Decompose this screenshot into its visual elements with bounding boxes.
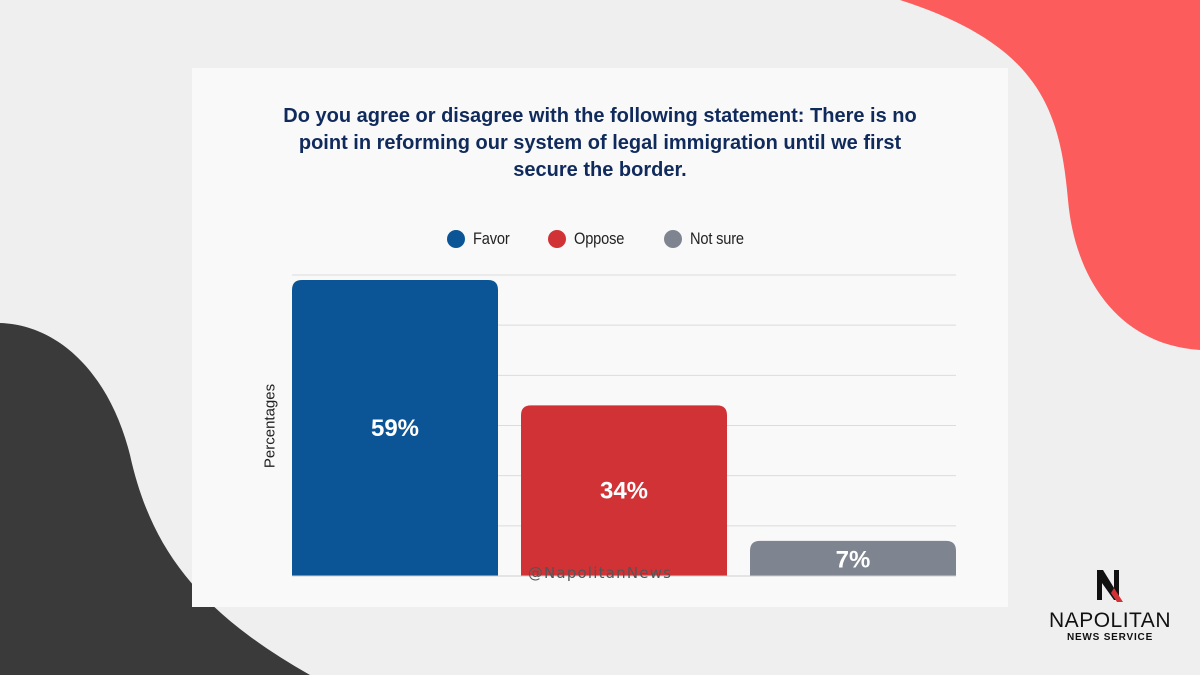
legend-item-oppose[interactable]: Oppose — [547, 229, 632, 249]
bar-not-sure[interactable] — [750, 540, 956, 576]
chart-title: Do you agree or disagree with the follow… — [283, 105, 917, 181]
brand-logo: NAPOLITAN NEWS SERVICE — [1040, 568, 1180, 644]
brand-name: NAPOLITAN — [1049, 609, 1171, 632]
legend-swatch-not-sure — [664, 230, 683, 248]
chart-legend: Favor Oppose Not sure — [192, 229, 1008, 249]
data-label-oppose: 34% — [600, 478, 648, 505]
data-label-not-sure: 7% — [836, 546, 871, 573]
legend-item-favor[interactable]: Favor — [447, 229, 515, 249]
legend-swatch-oppose — [547, 230, 566, 248]
legend-swatch-favor — [447, 230, 466, 248]
data-label-favor: 59% — [371, 415, 419, 442]
bar-chart: 59% 34% 7% — [292, 274, 956, 577]
bar-oppose[interactable] — [521, 405, 727, 576]
legend-label-oppose: Oppose — [573, 229, 624, 248]
chart-card: Do you agree or disagree with the follow… — [192, 68, 1008, 607]
legend-label-not-sure: Not sure — [690, 229, 744, 248]
napolitan-n-logo-icon — [1097, 570, 1123, 602]
legend-label-favor: Favor — [473, 229, 510, 248]
legend-item-not-sure[interactable]: Not sure — [664, 229, 753, 249]
bar-favor[interactable] — [292, 280, 498, 576]
brand-subtitle: NEWS SERVICE — [1066, 632, 1154, 643]
red-corner-blob — [900, 0, 1200, 350]
social-handle: @NapolitanNews — [527, 564, 673, 582]
dark-corner-blob — [0, 323, 310, 675]
